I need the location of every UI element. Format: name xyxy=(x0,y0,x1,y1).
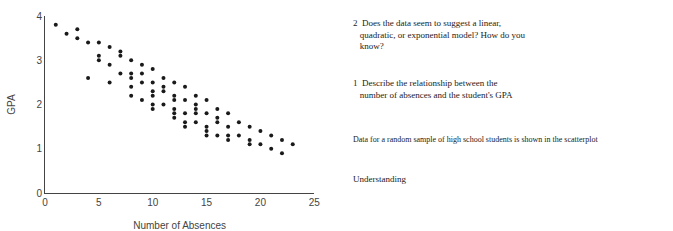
svg-text:2: 2 xyxy=(36,99,42,110)
svg-text:Understanding: Understanding xyxy=(353,174,406,184)
svg-text:0: 0 xyxy=(36,188,42,199)
svg-text:10: 10 xyxy=(147,197,159,208)
svg-text:Number of Absences: Number of Absences xyxy=(133,220,226,231)
svg-text:15: 15 xyxy=(201,197,213,208)
svg-text:0: 0 xyxy=(42,197,48,208)
svg-text:20: 20 xyxy=(255,197,267,208)
svg-text:2 Does the data seem to sugge: 2 Does the data seem to suggest a linear… xyxy=(353,18,525,51)
svg-text:GPA: GPA xyxy=(6,94,17,115)
svg-text:1: 1 xyxy=(36,143,42,154)
svg-text:25: 25 xyxy=(309,197,321,208)
svg-text:1 Describe the relationship b: 1 Describe the relationship between the … xyxy=(353,78,513,100)
svg-text:3: 3 xyxy=(36,55,42,66)
svg-text:5: 5 xyxy=(96,197,102,208)
svg-text:Data for a random sample of hi: Data for a random sample of high school … xyxy=(353,135,598,144)
svg-text:4: 4 xyxy=(36,11,42,22)
